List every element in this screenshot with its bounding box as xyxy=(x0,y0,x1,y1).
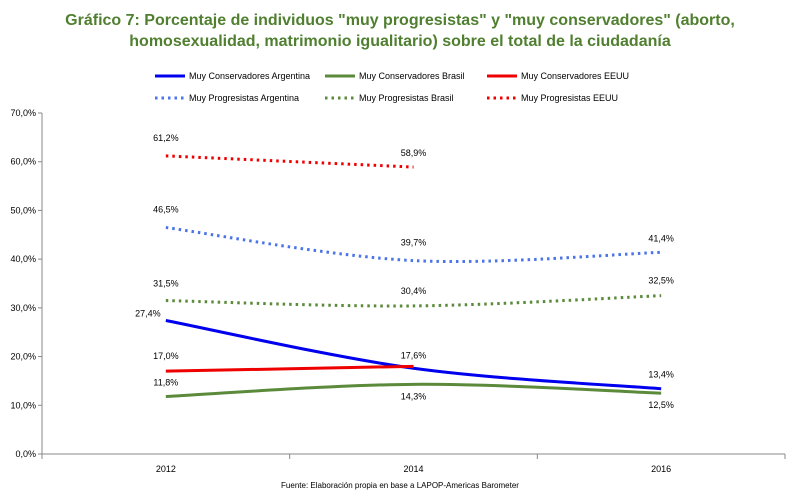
data-label-muy-conservadores-brasil: 11,8% xyxy=(153,378,178,388)
data-label-muy-progresistas-brasil: 32,5% xyxy=(648,276,674,286)
chart-title: Gráfico 7: Porcentaje de individuos "muy… xyxy=(0,10,800,52)
y-tick-label: 60,0% xyxy=(10,157,36,167)
series-line-muy-progresistas-eeuu xyxy=(165,154,414,169)
chart-title-line-1: Gráfico 7: Porcentaje de individuos "muy… xyxy=(65,12,735,29)
y-tick-label: 50,0% xyxy=(10,205,36,215)
legend-label-muy-progresistas-eeuu: Muy Progresistas EEUU xyxy=(521,93,618,103)
series-line-muy-progresistas-argentina xyxy=(165,225,662,263)
data-label-muy-progresistas-argentina: 39,7% xyxy=(401,238,427,248)
x-tick-label: 2014 xyxy=(403,464,423,474)
y-tick-label: 10,0% xyxy=(10,400,36,410)
chart-title-line-2: homosexualidad, matrimonio igualitario) … xyxy=(129,33,671,50)
data-label-muy-progresistas-brasil: 31,5% xyxy=(153,279,179,289)
series-lines xyxy=(165,154,662,399)
data-labels: 61,2% 58,9% 46,5% 39,7% 41,4% 31,5% 30,4% 32,5%… xyxy=(135,133,674,410)
x-tick-label: 2012 xyxy=(156,464,176,474)
source-note: Fuente: Elaboración propia en base a LAP… xyxy=(281,481,519,490)
y-tick-label: 30,0% xyxy=(10,303,36,313)
data-label-muy-progresistas-eeuu: 61,2% xyxy=(153,133,179,143)
legend: Muy Conservadores Argentina Muy Conservad… xyxy=(155,71,629,103)
data-label-muy-conservadores-argentina: 13,4% xyxy=(648,370,674,380)
legend-label-muy-conservadores-eeuu: Muy Conservadores EEUU xyxy=(521,71,629,81)
series-line-muy-progresistas-brasil xyxy=(165,294,662,308)
data-label-muy-conservadores-brasil: 12,5% xyxy=(648,400,674,410)
y-tick-label: 20,0% xyxy=(10,352,36,362)
legend-label-muy-progresistas-argentina: Muy Progresistas Argentina xyxy=(189,93,299,103)
axes: 0,0% 10,0% 20,0% 30,0% 40,0% 50,0% 60,0% 70,0% 2… xyxy=(10,108,786,474)
y-tick-label: 0,0% xyxy=(15,449,36,459)
data-label-muy-progresistas-argentina: 41,4% xyxy=(648,233,674,243)
legend-label-muy-conservadores-brasil: Muy Conservadores Brasil xyxy=(359,71,465,81)
data-label-muy-conservadores-argentina: 17,6% xyxy=(401,350,427,360)
data-label-muy-progresistas-eeuu: 58,9% xyxy=(401,148,427,158)
x-tick-label: 2016 xyxy=(651,464,671,474)
data-label-muy-conservadores-argentina: 27,4% xyxy=(135,309,161,319)
y-tick-label: 70,0% xyxy=(10,108,36,118)
legend-label-muy-conservadores-argentina: Muy Conservadores Argentina xyxy=(189,71,310,81)
series-line-muy-conservadores-brasil xyxy=(165,382,662,399)
legend-label-muy-progresistas-brasil: Muy Progresistas Brasil xyxy=(359,93,454,103)
data-label-muy-conservadores-brasil: 14,3% xyxy=(401,391,427,401)
y-tick-label: 40,0% xyxy=(10,254,36,264)
data-label-muy-progresistas-argentina: 46,5% xyxy=(153,204,179,214)
data-label-muy-progresistas-brasil: 30,4% xyxy=(401,286,427,296)
series-line-muy-conservadores-eeuu xyxy=(165,364,414,373)
data-label-muy-conservadores-eeuu: 17,0% xyxy=(153,351,179,361)
series-line-muy-conservadores-argentina xyxy=(165,319,662,391)
